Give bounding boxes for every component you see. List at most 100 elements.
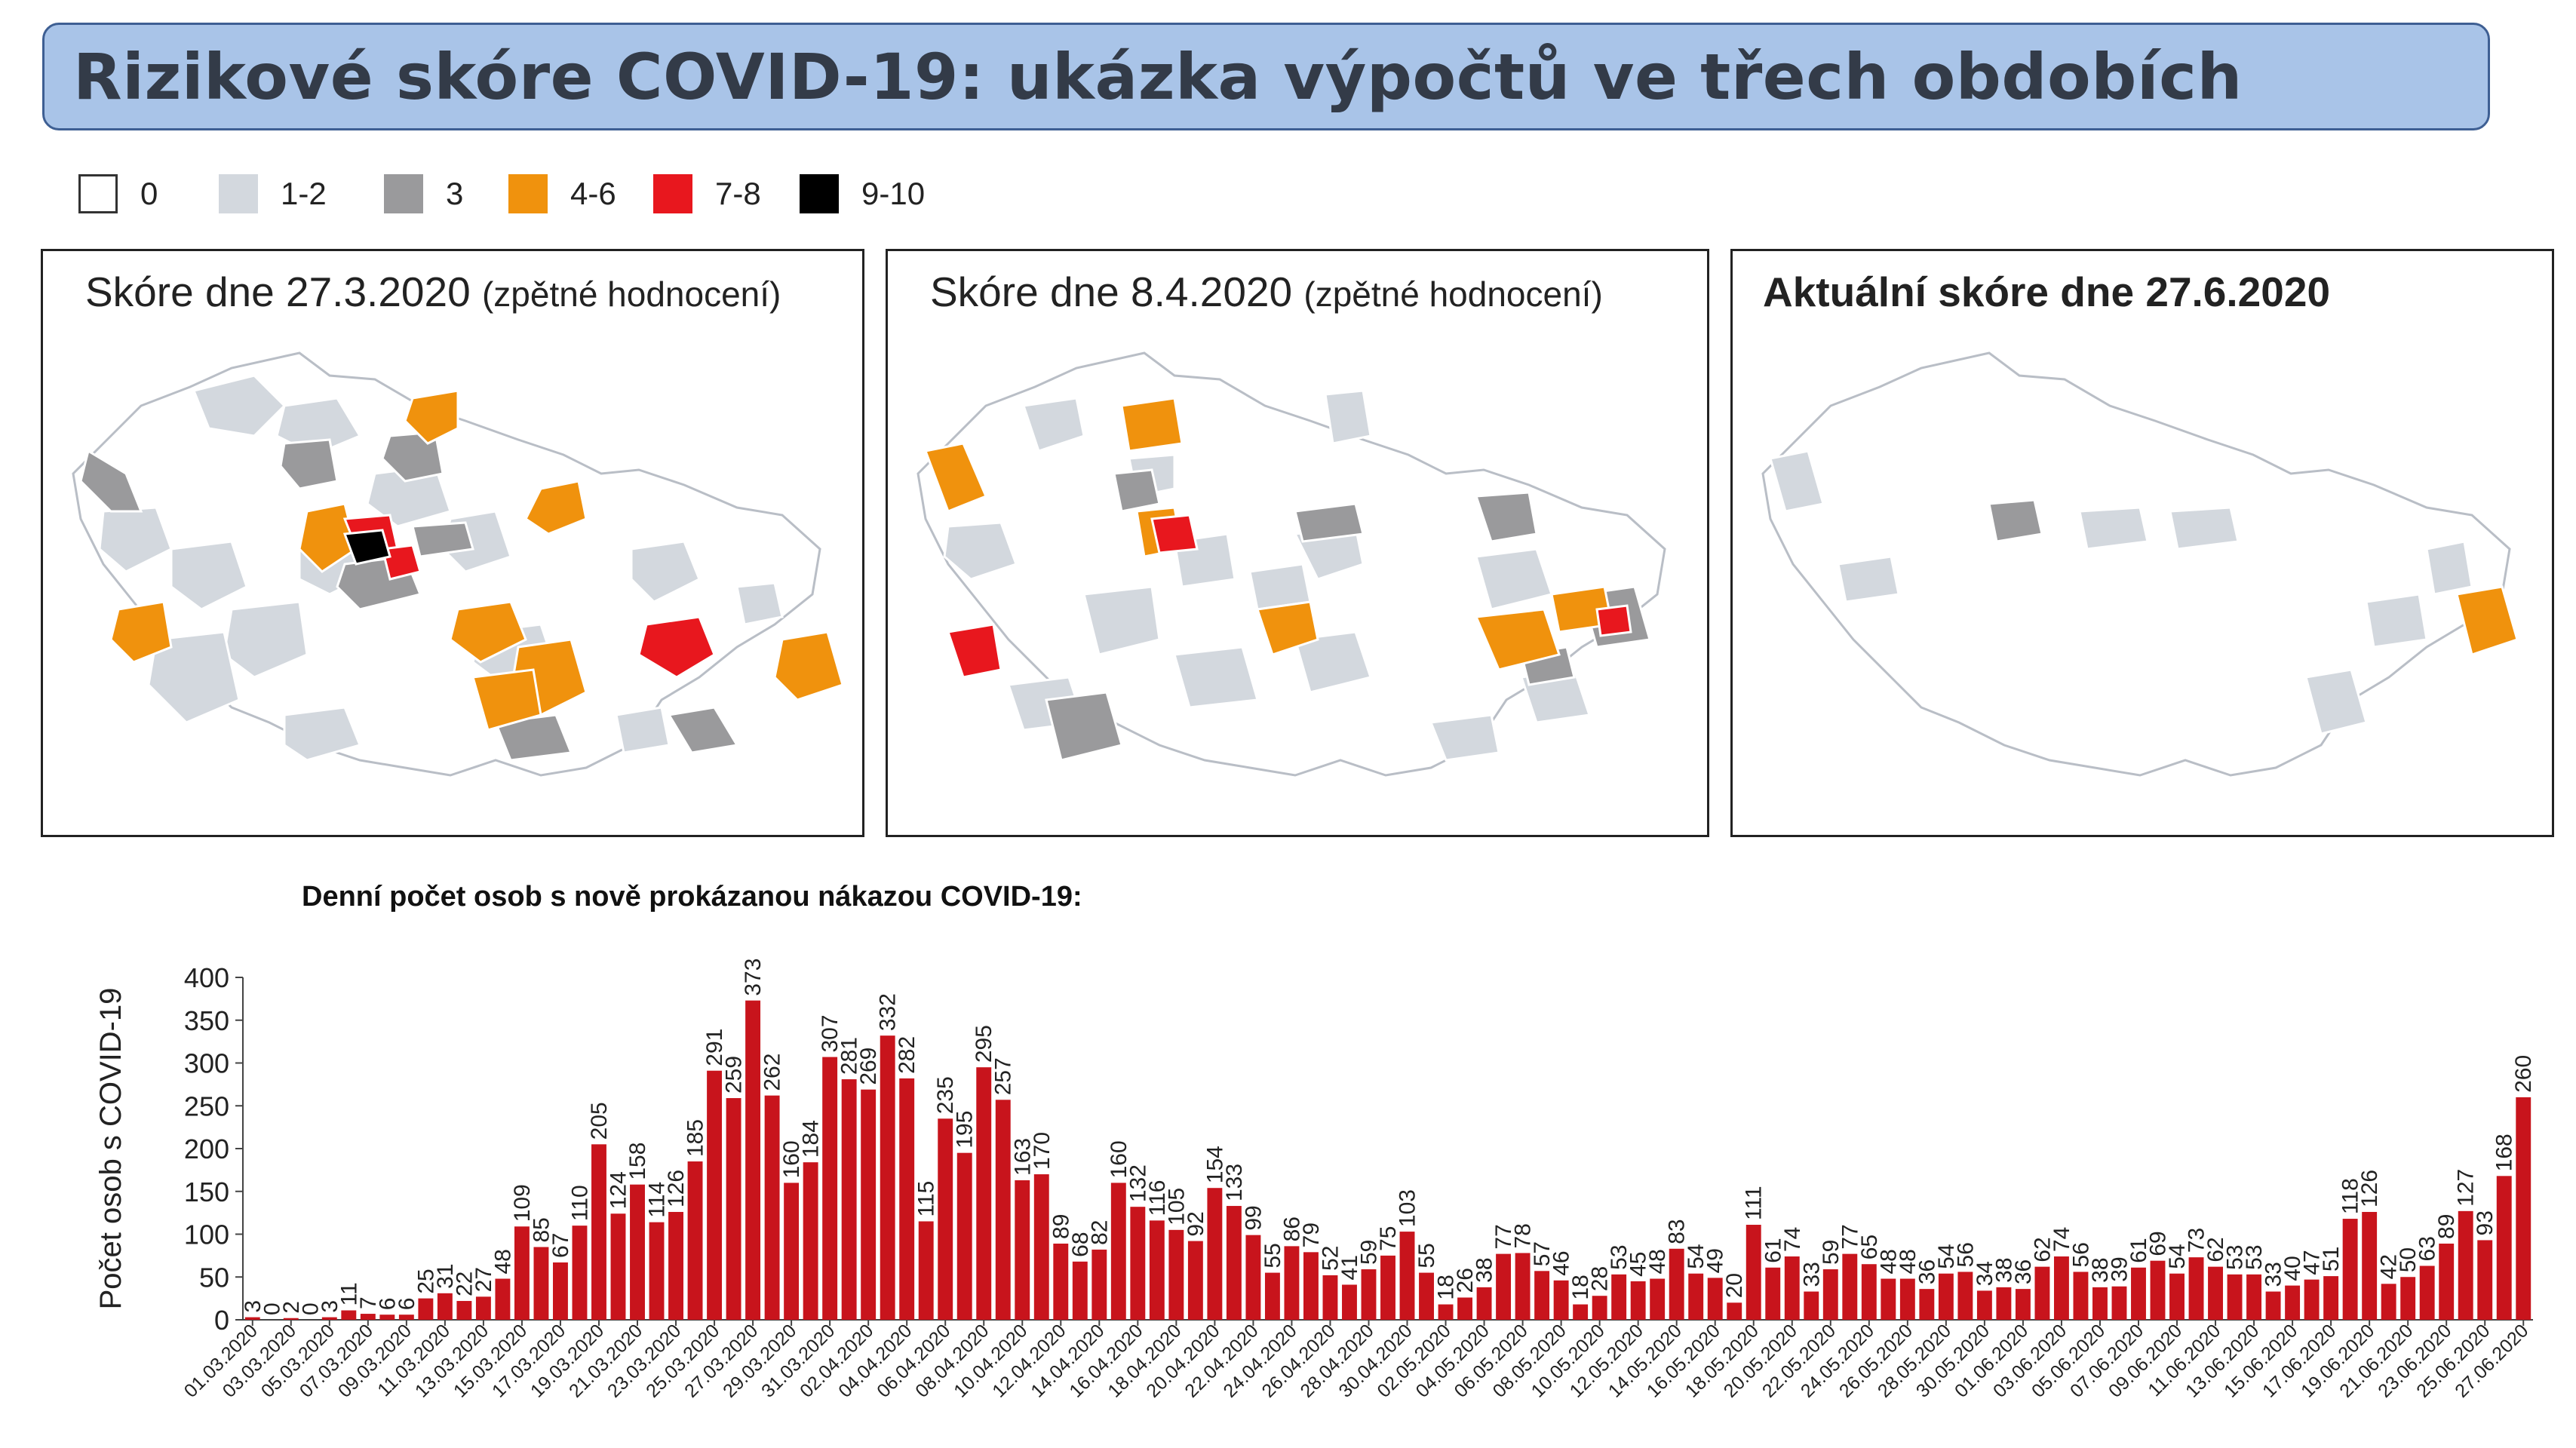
- map-panel-2020-06-27: Aktuální skóre dne 27.6.2020: [1730, 249, 2554, 837]
- bar-value-label: 33: [1799, 1262, 1824, 1287]
- legend-label-3: 3: [446, 176, 464, 211]
- bar-value-label: 62: [2030, 1237, 2055, 1262]
- district-grey-light: [170, 540, 248, 611]
- bar: [1630, 1281, 1646, 1320]
- bar: [1053, 1243, 1069, 1320]
- legend-label-1-2: 1-2: [281, 176, 327, 211]
- bar: [1611, 1274, 1627, 1320]
- bar-value-label: 0: [259, 1302, 284, 1315]
- district-grey-dark: [1045, 691, 1123, 762]
- bar: [437, 1293, 453, 1320]
- map-title-2-main: Skóre dne 8.4.2020: [930, 268, 1293, 315]
- bar-value-label: 103: [1395, 1189, 1420, 1227]
- bar-value-label: 28: [1588, 1266, 1613, 1291]
- district-grey-light: [2365, 593, 2428, 649]
- bar-value-label: 48: [1645, 1249, 1670, 1274]
- bar-value-label: 105: [1164, 1188, 1189, 1226]
- bar: [938, 1118, 953, 1320]
- bar: [2208, 1266, 2223, 1320]
- bar: [1553, 1280, 1569, 1320]
- bar-value-label: 20: [1722, 1273, 1747, 1298]
- bar-value-label: 74: [1780, 1227, 1805, 1252]
- bar-value-label: 75: [1376, 1226, 1401, 1251]
- bar-value-label: 110: [567, 1185, 592, 1221]
- y-tick-label: 0: [214, 1305, 229, 1336]
- bar-value-label: 36: [1914, 1259, 1939, 1284]
- district-map-1: [72, 351, 844, 777]
- bar-value-label: 168: [2492, 1134, 2517, 1171]
- bar-value-label: 259: [722, 1056, 747, 1094]
- bar: [630, 1184, 645, 1320]
- bar-value-label: 74: [2049, 1227, 2074, 1252]
- bar: [475, 1296, 491, 1320]
- y-tick-label: 350: [184, 1005, 229, 1036]
- bar: [2381, 1284, 2396, 1320]
- bar-value-label: 89: [2434, 1214, 2459, 1239]
- map-title-3-main: Aktuální skóre dne 27.6.2020: [1763, 268, 2331, 315]
- bar: [2477, 1240, 2493, 1320]
- bar: [1361, 1269, 1377, 1320]
- y-tick-label: 100: [184, 1219, 229, 1250]
- district-orange: [1474, 608, 1561, 671]
- bar: [1399, 1232, 1415, 1320]
- district-orange: [471, 668, 542, 732]
- bar-value-label: 33: [2261, 1262, 2286, 1287]
- bar: [1669, 1248, 1684, 1320]
- bar-value-label: 89: [1049, 1214, 1073, 1239]
- district-red: [1150, 514, 1199, 554]
- bar: [784, 1183, 800, 1320]
- district-grey-light: [735, 581, 784, 626]
- bar-value-label: 38: [1991, 1257, 2016, 1282]
- bar-value-label: 332: [876, 993, 901, 1031]
- bar-value-label: 291: [702, 1029, 727, 1066]
- bar: [976, 1067, 992, 1320]
- y-tick-label: 300: [184, 1048, 229, 1079]
- country-outline: [1761, 351, 2511, 777]
- bar: [1284, 1246, 1300, 1320]
- district-orange: [2455, 585, 2519, 656]
- bar-value-label: 262: [760, 1054, 785, 1091]
- bar-value-label: 6: [375, 1298, 400, 1311]
- legend-label-7-8: 7-8: [715, 176, 761, 211]
- bar-value-label: 31: [433, 1263, 458, 1288]
- bar: [283, 1318, 299, 1320]
- map-panel-2020-04-08: Skóre dne 8.4.2020 (zpětné hodnocení): [886, 249, 1709, 837]
- bar: [1110, 1183, 1126, 1320]
- bar: [1130, 1207, 1146, 1320]
- bar: [649, 1222, 665, 1320]
- bar: [2362, 1211, 2378, 1320]
- bar: [880, 1035, 895, 1320]
- bar-value-label: 54: [1684, 1244, 1709, 1269]
- bar: [2246, 1274, 2262, 1320]
- bar-value-label: 111: [1742, 1186, 1767, 1220]
- district-grey-dark: [667, 706, 739, 754]
- bar: [1573, 1304, 1589, 1320]
- bar: [1592, 1296, 1607, 1320]
- bar: [1745, 1225, 1761, 1320]
- bar-value-label: 92: [1184, 1211, 1208, 1236]
- bar: [456, 1301, 472, 1320]
- district-orange: [298, 502, 358, 573]
- bar: [495, 1278, 511, 1320]
- district-orange: [524, 480, 588, 535]
- bar: [1861, 1264, 1877, 1320]
- bar: [379, 1315, 395, 1320]
- bar-value-label: 26: [1453, 1268, 1478, 1293]
- district-grey-dark: [1988, 499, 2043, 543]
- bar-value-label: 56: [1953, 1242, 1978, 1267]
- bar: [1245, 1235, 1261, 1320]
- bar: [1957, 1272, 1973, 1320]
- district-grey-light: [943, 521, 1018, 581]
- map-panel-2020-03-27: Skóre dne 27.3.2020 (zpětné hodnocení): [41, 249, 864, 837]
- district-grey-light: [2078, 506, 2149, 551]
- bar-value-label: 11: [336, 1282, 361, 1305]
- bar-value-label: 160: [1107, 1140, 1131, 1178]
- district-orange: [109, 600, 173, 664]
- y-tick-label: 150: [184, 1176, 229, 1207]
- district-grey-light: [630, 540, 701, 603]
- bar-value-label: 54: [1934, 1244, 1959, 1269]
- bar-value-label: 126: [664, 1170, 689, 1207]
- bar: [1187, 1241, 1203, 1320]
- bar-value-label: 373: [741, 959, 766, 996]
- bar-value-label: 2: [279, 1301, 304, 1314]
